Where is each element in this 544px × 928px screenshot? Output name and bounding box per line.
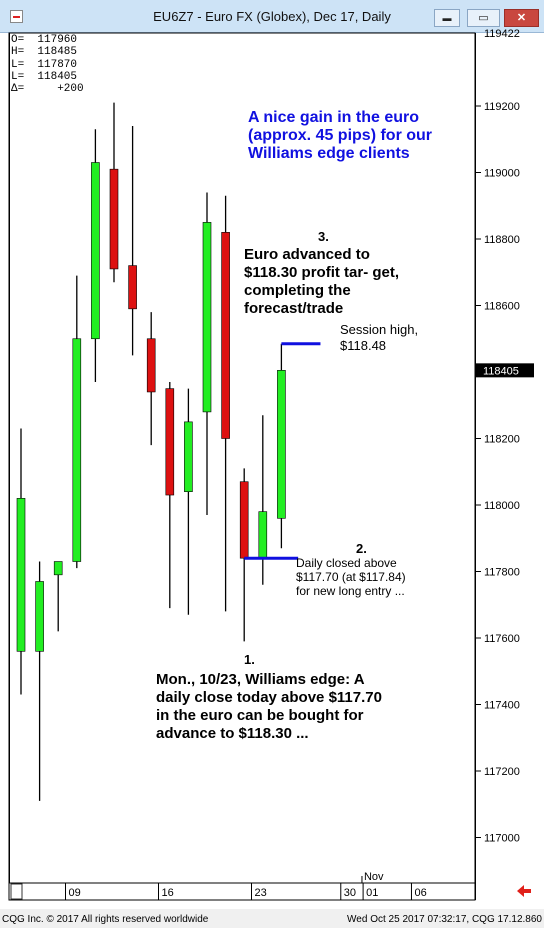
y-tick-label: 117400 <box>484 700 520 712</box>
candle-body <box>35 581 44 652</box>
candle-body <box>277 370 286 519</box>
y-tick-label: 118800 <box>484 234 520 246</box>
y-top-partial-label: 119422 <box>484 28 520 40</box>
candle-body <box>239 481 249 559</box>
ohlc-low: L= 117870 <box>11 58 78 71</box>
y-tick-label: 118600 <box>484 301 520 313</box>
y-tick-label: 119200 <box>484 101 520 113</box>
candle-body <box>221 232 230 439</box>
close-icon: ✕ <box>516 12 527 24</box>
candle-body <box>16 498 26 652</box>
session-high-annotation: Session high, $118.48 <box>340 322 419 353</box>
candle-up[interactable] <box>53 561 63 632</box>
candle-down[interactable] <box>221 195 230 612</box>
copyright-text: CQG Inc. © 2017 All rights reserved worl… <box>2 914 209 925</box>
app-icon[interactable] <box>10 10 23 23</box>
y-tick-label: 118200 <box>484 434 520 446</box>
ohlc-high: H= 118485 <box>11 46 78 59</box>
y-tick-label: 118000 <box>484 500 520 512</box>
ohlc-change: Δ= +200 <box>11 83 84 96</box>
close-button[interactable]: ✕ <box>504 9 539 27</box>
minimize-icon: ▬ <box>442 13 452 23</box>
candle-body <box>165 388 175 496</box>
x-tick-label: 09 <box>69 887 81 899</box>
step3-annotation: Euro advanced to $118.30 profit tar- get… <box>244 246 400 317</box>
candle-body <box>258 511 268 559</box>
y-tick-label: 117000 <box>484 833 520 845</box>
date-scroll-thumb <box>10 883 23 900</box>
status-footer: CQG Inc. © 2017 All rights reserved worl… <box>0 909 544 928</box>
step3-number: 3. <box>318 229 329 244</box>
candle-up[interactable] <box>184 388 193 615</box>
candle-body <box>202 222 212 413</box>
minimize-button[interactable]: ▬ <box>434 9 460 27</box>
candle-down[interactable] <box>109 102 119 283</box>
x-tick-label: 23 <box>255 887 267 899</box>
candle-up[interactable] <box>277 343 286 549</box>
candle-up[interactable] <box>16 428 26 695</box>
x-tick-label: 30 <box>344 887 356 899</box>
candle-down[interactable] <box>146 312 156 446</box>
ohlc-readout: O= 117960 H= 118485 L= 117870 L= 118405 … <box>11 34 84 95</box>
candle-body <box>128 265 137 310</box>
step2-line2: $117.70 (at $117.84) <box>296 570 406 584</box>
y-tick-label: 117800 <box>484 567 520 579</box>
candle-down[interactable] <box>165 381 175 609</box>
candlestick-chart[interactable]: 117000 117200 117400 117600 117800 118000 1182… <box>0 0 544 909</box>
step2-line3: for new long entry ... <box>296 584 405 598</box>
candle-up[interactable] <box>35 561 44 801</box>
step2-line1: Daily closed above <box>296 556 397 570</box>
y-tick-label: 117600 <box>484 633 520 645</box>
candle-down[interactable] <box>128 125 137 356</box>
ohlc-open: O= 117960 <box>11 34 78 46</box>
restore-button[interactable]: ▭ <box>467 9 500 27</box>
x-tick-label: 01 <box>366 887 378 899</box>
x-tick-label: 16 <box>162 887 174 899</box>
y-tick-label: 119000 <box>484 168 520 180</box>
restore-icon: ▭ <box>478 12 489 24</box>
candle-up[interactable] <box>91 129 100 382</box>
step1-number: 1. <box>244 652 255 667</box>
candle-up[interactable] <box>202 192 212 515</box>
month-label: Nov <box>364 871 384 883</box>
candle-body <box>53 561 63 576</box>
timestamp-text: Wed Oct 25 2017 07:32:17, CQG 17.12.860 <box>347 914 542 925</box>
candle-body <box>109 168 119 270</box>
candle-up[interactable] <box>72 275 82 569</box>
candle-body <box>184 421 193 492</box>
ohlc-last: L= 118405 <box>11 70 78 83</box>
last-price-label: 118405 <box>483 365 519 377</box>
window-title: EU6Z7 - Euro FX (Globex), Dec 17, Daily <box>153 9 391 24</box>
candle-body <box>72 338 82 562</box>
step1-annotation: Mon., 10/23, Williams edge: A daily clos… <box>156 671 382 742</box>
scroll-right-arrow-icon[interactable] <box>517 885 531 897</box>
headline-annotation: A nice gain in the euro (approx. 45 pips… <box>248 109 433 162</box>
plot-frame <box>8 32 476 884</box>
last-price-tag <box>476 363 534 378</box>
step2-number: 2. <box>356 541 367 556</box>
y-tick-label: 117200 <box>484 766 520 778</box>
candle-body <box>91 162 100 340</box>
x-tick-label: 06 <box>414 887 426 899</box>
candle-body <box>146 338 156 393</box>
